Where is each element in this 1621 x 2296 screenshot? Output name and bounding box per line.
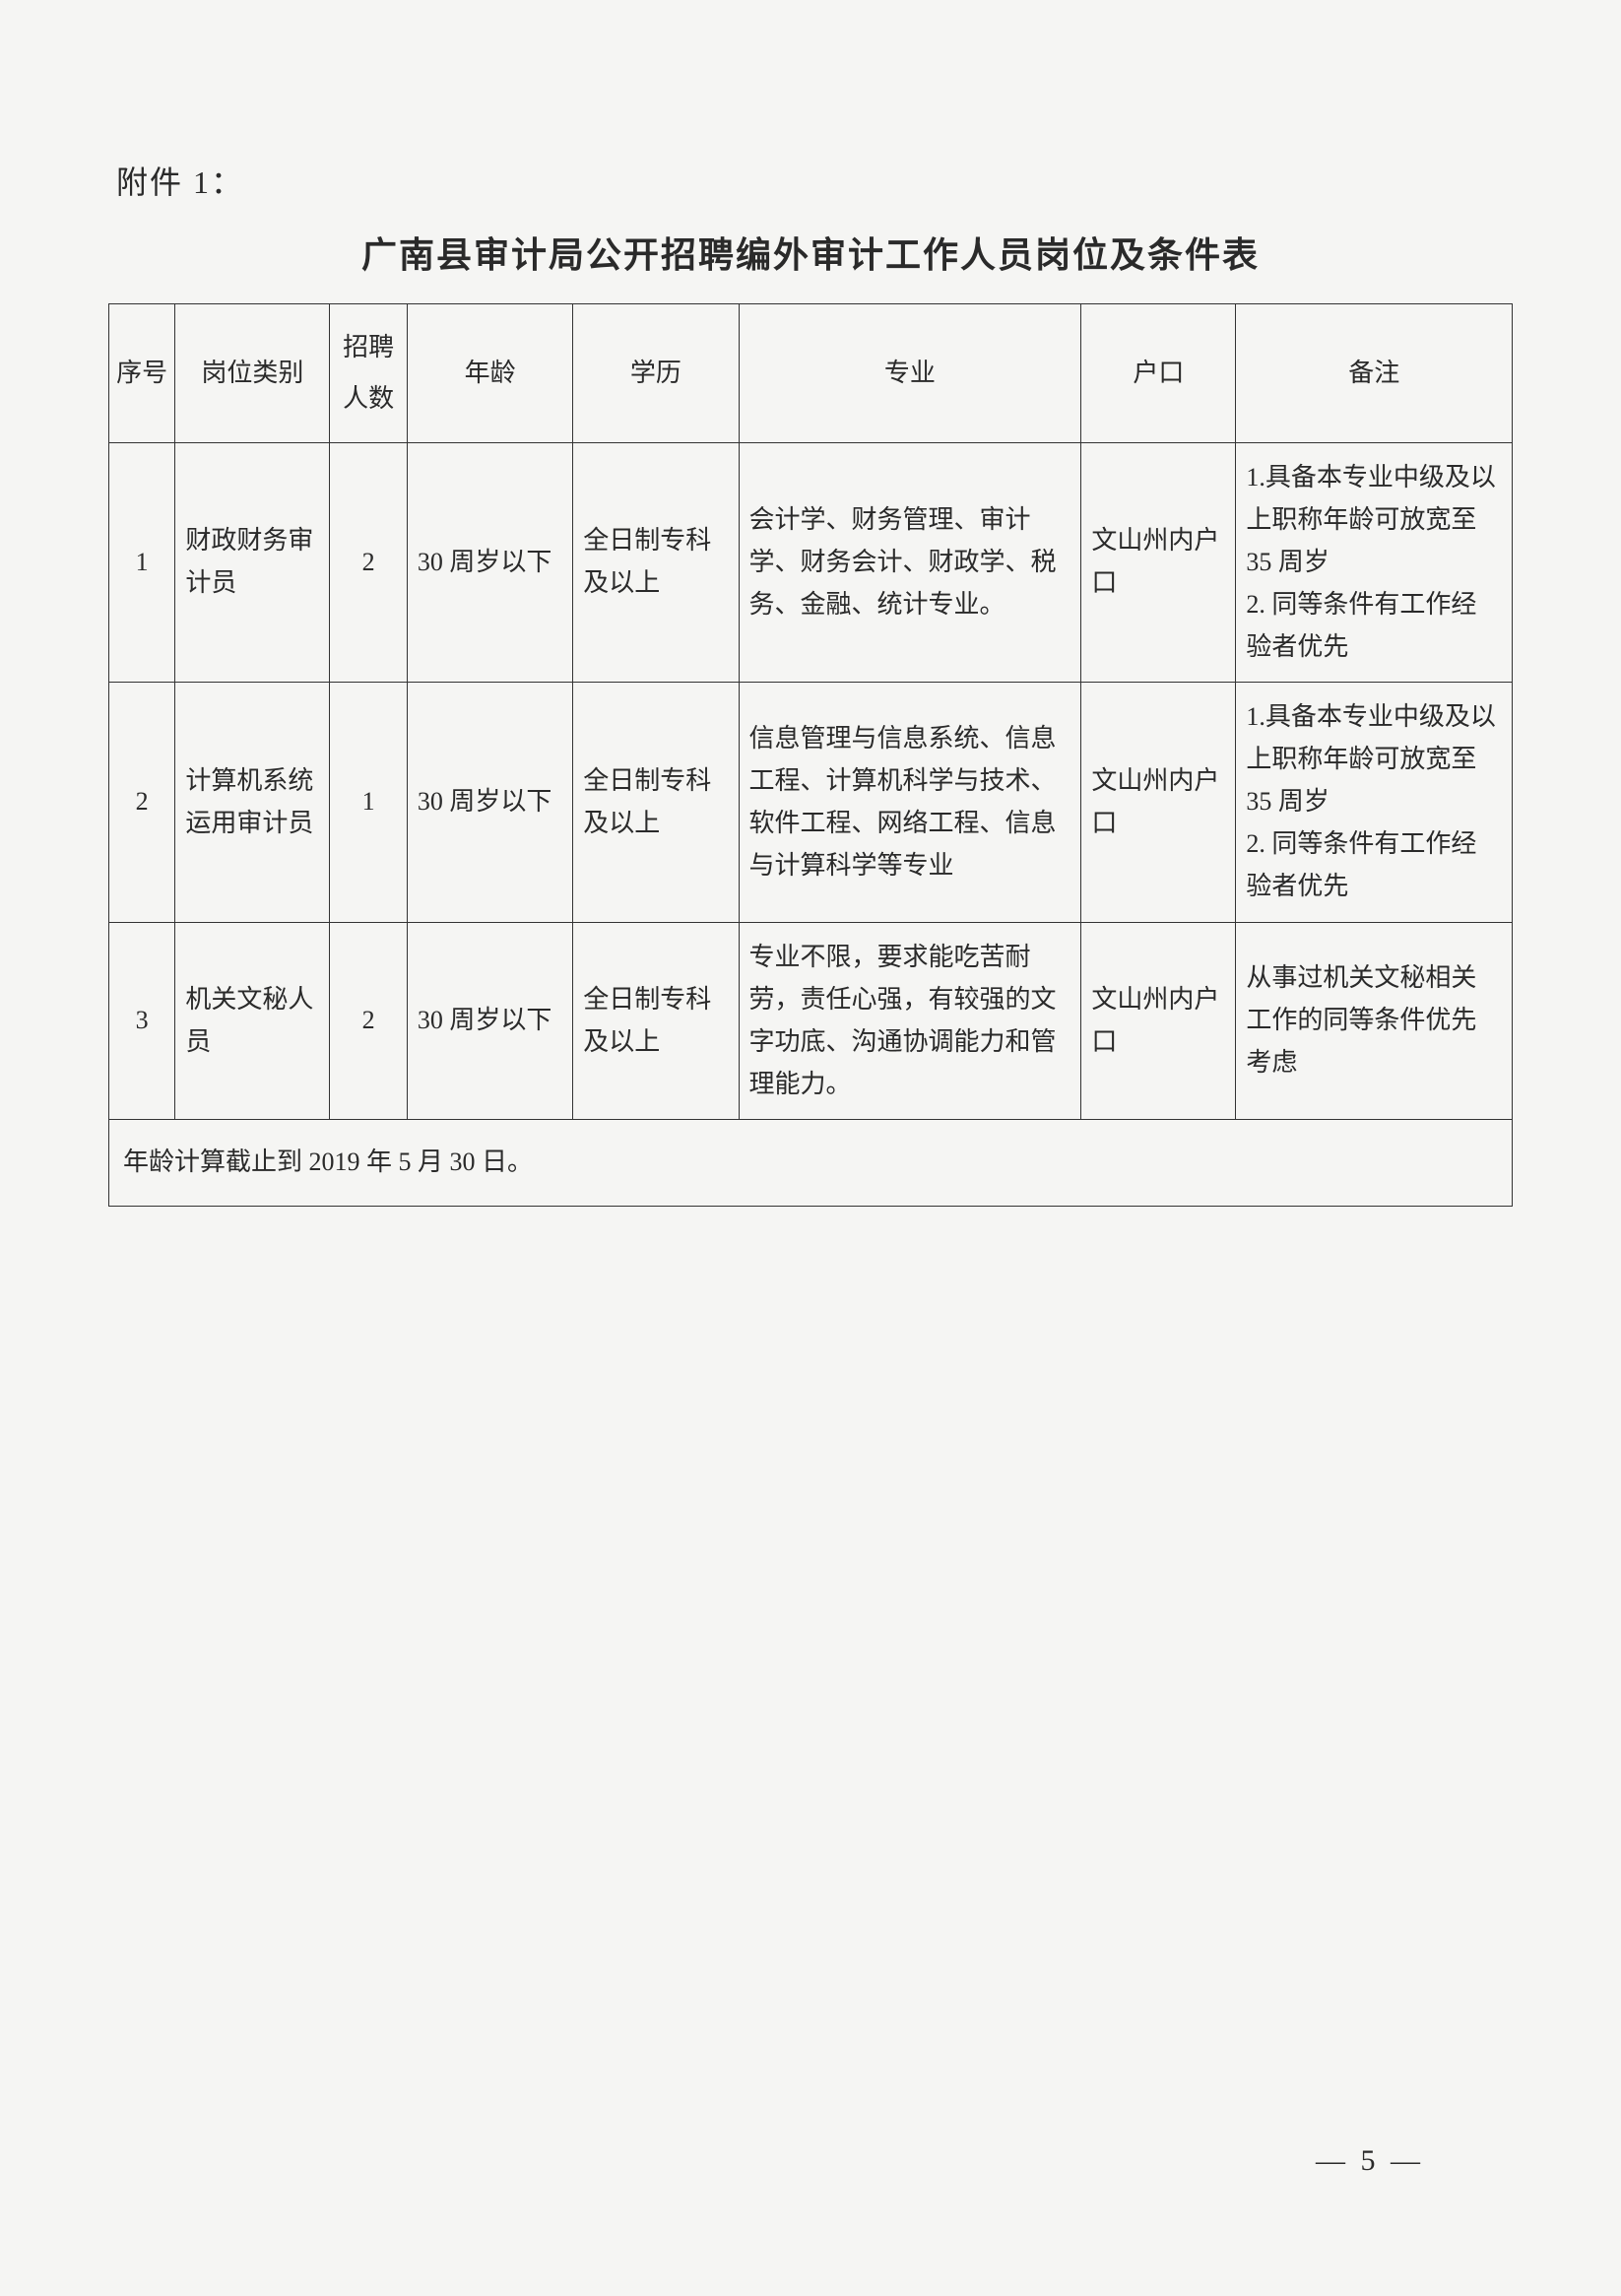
table-row: 3 机关文秘人员 2 30 周岁以下 全日制专科及以上 专业不限，要求能吃苦耐劳… bbox=[109, 922, 1513, 1120]
cell-edu: 全日制专科及以上 bbox=[573, 443, 739, 683]
col-header-hukou: 户口 bbox=[1081, 304, 1236, 443]
col-header-seq: 序号 bbox=[109, 304, 175, 443]
document-page: 附件 1： 广南县审计局公开招聘编外审计工作人员岗位及条件表 序号 岗位类别 招… bbox=[0, 0, 1621, 1285]
cell-seq: 1 bbox=[109, 443, 175, 683]
cell-hukou: 文山州内户口 bbox=[1081, 443, 1236, 683]
col-header-count: 招聘人数 bbox=[330, 304, 408, 443]
cell-remark: 1.具备本专业中级及以上职称年龄可放宽至 35 周岁2. 同等条件有工作经验者优… bbox=[1236, 683, 1513, 922]
cell-count: 2 bbox=[330, 443, 408, 683]
cell-remark: 1.具备本专业中级及以上职称年龄可放宽至 35 周岁2. 同等条件有工作经验者优… bbox=[1236, 443, 1513, 683]
col-header-category: 岗位类别 bbox=[175, 304, 330, 443]
cell-age: 30 周岁以下 bbox=[407, 683, 572, 922]
cell-seq: 2 bbox=[109, 683, 175, 922]
col-header-edu: 学历 bbox=[573, 304, 739, 443]
cell-edu: 全日制专科及以上 bbox=[573, 922, 739, 1120]
table-footnote-row: 年龄计算截止到 2019 年 5 月 30 日。 bbox=[109, 1120, 1513, 1207]
page-number: — 5 — bbox=[1316, 2144, 1424, 2178]
cell-category: 财政财务审计员 bbox=[175, 443, 330, 683]
recruitment-table: 序号 岗位类别 招聘人数 年龄 学历 专业 户口 备注 1 财政财务审计员 2 … bbox=[108, 303, 1513, 1207]
cell-age: 30 周岁以下 bbox=[407, 443, 572, 683]
table-row: 2 计算机系统运用审计员 1 30 周岁以下 全日制专科及以上 信息管理与信息系… bbox=[109, 683, 1513, 922]
cell-category: 计算机系统运用审计员 bbox=[175, 683, 330, 922]
cell-count: 1 bbox=[330, 683, 408, 922]
cell-hukou: 文山州内户口 bbox=[1081, 922, 1236, 1120]
cell-major: 专业不限，要求能吃苦耐劳，责任心强，有较强的文字功底、沟通协调能力和管理能力。 bbox=[739, 922, 1081, 1120]
table-row: 1 财政财务审计员 2 30 周岁以下 全日制专科及以上 会计学、财务管理、审计… bbox=[109, 443, 1513, 683]
cell-major: 会计学、财务管理、审计学、财务会计、财政学、税务、金融、统计专业。 bbox=[739, 443, 1081, 683]
cell-major: 信息管理与信息系统、信息工程、计算机科学与技术、软件工程、网络工程、信息与计算科… bbox=[739, 683, 1081, 922]
cell-seq: 3 bbox=[109, 922, 175, 1120]
col-header-age: 年龄 bbox=[407, 304, 572, 443]
table-header-row: 序号 岗位类别 招聘人数 年龄 学历 专业 户口 备注 bbox=[109, 304, 1513, 443]
page-title: 广南县审计局公开招聘编外审计工作人员岗位及条件表 bbox=[108, 227, 1513, 278]
cell-remark: 从事过机关文秘相关工作的同等条件优先考虑 bbox=[1236, 922, 1513, 1120]
cell-category: 机关文秘人员 bbox=[175, 922, 330, 1120]
col-header-major: 专业 bbox=[739, 304, 1081, 443]
cell-edu: 全日制专科及以上 bbox=[573, 683, 739, 922]
attachment-label: 附件 1： bbox=[116, 158, 1513, 203]
table-footnote: 年龄计算截止到 2019 年 5 月 30 日。 bbox=[109, 1120, 1513, 1207]
col-header-remark: 备注 bbox=[1236, 304, 1513, 443]
cell-count: 2 bbox=[330, 922, 408, 1120]
cell-hukou: 文山州内户口 bbox=[1081, 683, 1236, 922]
cell-age: 30 周岁以下 bbox=[407, 922, 572, 1120]
